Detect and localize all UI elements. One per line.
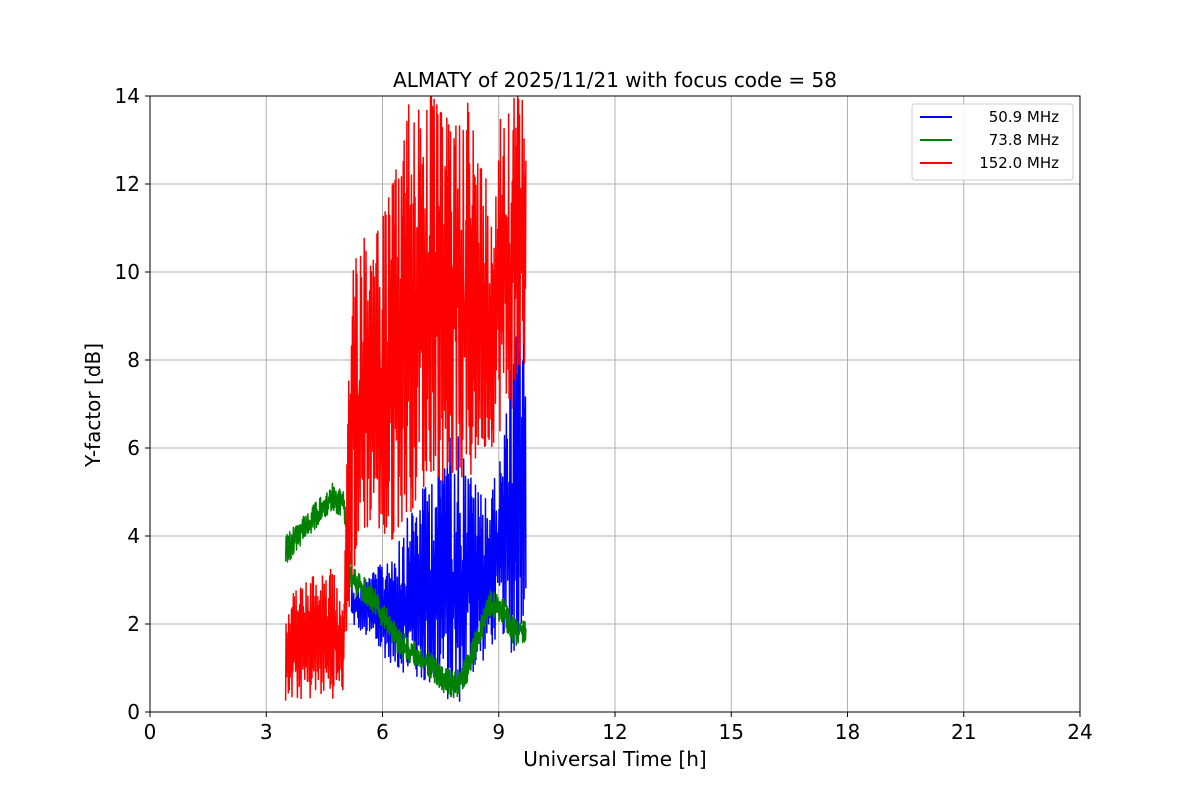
x-tick-label: 15 [719, 720, 744, 744]
y-tick-label: 6 [127, 436, 140, 460]
y-tick-label: 0 [127, 700, 140, 724]
y-tick-label: 12 [115, 172, 140, 196]
chart-title: ALMATY of 2025/11/21 with focus code = 5… [393, 68, 837, 92]
x-tick-label: 21 [951, 720, 976, 744]
y-tick-label: 4 [127, 524, 140, 548]
y-tick-label: 2 [127, 612, 140, 636]
x-tick-label: 0 [144, 720, 157, 744]
series-line [284, 482, 527, 699]
y-tick-label: 14 [115, 84, 140, 108]
series-line [284, 95, 527, 701]
legend: 50.9 MHz 73.8 MHz 152.0 MHz [911, 103, 1074, 181]
y-axis-label: Y-factor [dB] [81, 343, 105, 468]
series-152-0-mhz [284, 95, 527, 701]
series-group [284, 95, 527, 702]
x-tick-label: 18 [835, 720, 860, 744]
legend-label: 73.8 MHz [989, 131, 1059, 149]
x-tick-label: 3 [260, 720, 273, 744]
legend-label: 152.0 MHz [979, 154, 1059, 172]
y-tick-label: 10 [115, 260, 140, 284]
y-tick-label: 8 [127, 348, 140, 372]
x-axis-label: Universal Time [h] [523, 747, 706, 771]
series-line [350, 326, 527, 702]
legend-label: 50.9 MHz [989, 108, 1059, 126]
x-tick-label: 24 [1067, 720, 1092, 744]
x-tick-label: 6 [376, 720, 389, 744]
x-tick-label: 12 [602, 720, 627, 744]
series-73-8-mhz [284, 482, 527, 699]
legend-box [911, 103, 1074, 181]
x-tick-label: 9 [492, 720, 505, 744]
series-50-9-mhz [350, 326, 527, 702]
